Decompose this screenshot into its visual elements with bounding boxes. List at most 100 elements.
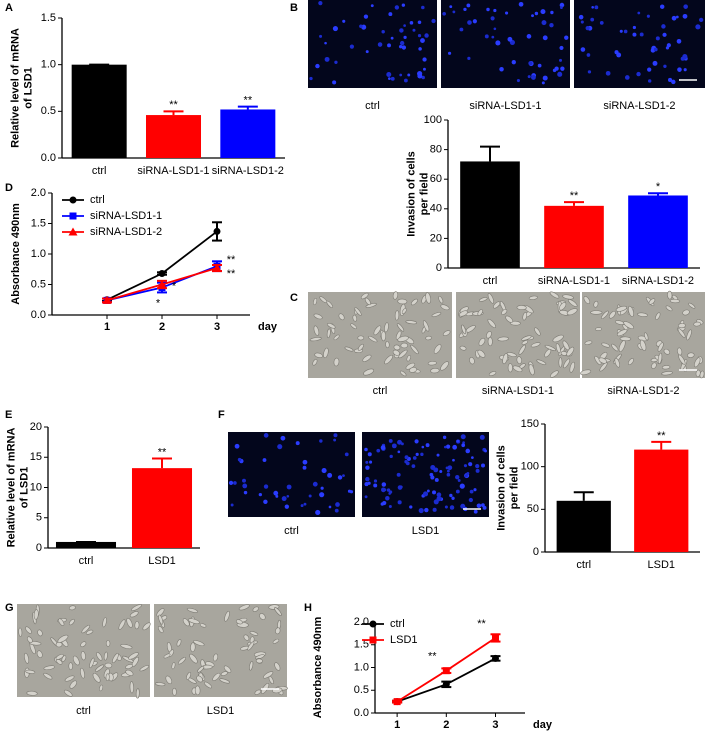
cell — [235, 619, 243, 625]
cell-nucleus — [677, 67, 682, 72]
image-label: siRNA-LSD1-1 — [469, 100, 541, 112]
cell-nucleus — [552, 68, 557, 73]
cell-nucleus — [295, 441, 300, 446]
cell — [158, 614, 164, 625]
cell-nucleus — [476, 503, 482, 508]
cell — [96, 652, 103, 661]
panel-letter: E — [5, 409, 12, 421]
cell-nucleus — [421, 445, 425, 449]
cell-nucleus — [332, 25, 339, 32]
cell-nucleus — [263, 499, 268, 505]
cell-nucleus — [237, 457, 242, 462]
cell-nucleus — [479, 434, 485, 440]
cell-nucleus — [480, 463, 486, 468]
cell — [102, 617, 107, 628]
cell — [558, 357, 563, 368]
cell — [158, 625, 164, 634]
x-tick-label: 1 — [394, 719, 400, 731]
cell-nucleus — [616, 52, 622, 58]
cell-nucleus — [401, 45, 407, 50]
cell-nucleus — [421, 5, 425, 10]
cell-nucleus — [542, 75, 548, 81]
x-tick-label: ctrl — [79, 555, 94, 567]
cell — [682, 309, 690, 316]
cell-nucleus — [667, 77, 673, 82]
cell-nucleus — [303, 502, 307, 506]
cell-nucleus — [549, 22, 554, 28]
micrograph — [441, 0, 570, 88]
cell — [68, 662, 73, 671]
image-label: LSD1 — [412, 525, 440, 537]
cell-nucleus — [344, 452, 349, 457]
cell — [142, 622, 151, 631]
bar — [460, 161, 520, 268]
cell — [255, 658, 263, 664]
cell — [156, 608, 165, 617]
x-tick-label: LSD1 — [647, 559, 675, 571]
cell — [398, 349, 408, 359]
cell — [189, 653, 198, 664]
legend-marker — [369, 620, 377, 628]
cell-nucleus — [409, 21, 414, 25]
cell — [688, 302, 696, 309]
cell-nucleus — [457, 479, 461, 482]
cell — [663, 348, 671, 355]
cell-nucleus — [460, 503, 466, 509]
cell-nucleus — [482, 505, 487, 510]
cell-nucleus — [403, 24, 406, 27]
cell — [26, 636, 33, 643]
cell — [199, 623, 207, 628]
cell-nucleus — [367, 481, 371, 485]
cell-nucleus — [456, 439, 460, 443]
cell-nucleus — [422, 67, 426, 71]
cell — [552, 334, 564, 343]
cell — [410, 298, 418, 306]
cell — [425, 292, 432, 304]
cell — [344, 346, 354, 352]
image-label: ctrl — [284, 525, 299, 537]
cell-nucleus — [390, 76, 395, 81]
cell-nucleus — [302, 465, 307, 470]
cell-nucleus — [559, 2, 565, 8]
cell — [392, 349, 400, 356]
cell — [219, 678, 230, 684]
cell-nucleus — [432, 490, 437, 495]
cell-nucleus — [414, 439, 419, 444]
cell — [661, 371, 673, 376]
cell — [129, 611, 139, 618]
cell-nucleus — [484, 449, 487, 453]
cell-nucleus — [463, 7, 467, 12]
cell — [252, 606, 259, 612]
cell — [599, 362, 608, 372]
cell — [338, 313, 345, 321]
cell — [352, 314, 358, 322]
image-label: siRNA-LSD1-2 — [603, 100, 675, 112]
cell-nucleus — [364, 447, 368, 452]
y-axis-label: Relative level of mRNA — [9, 28, 21, 148]
cell — [58, 618, 65, 626]
y-tick-label: 50 — [527, 503, 539, 515]
cell-nucleus — [319, 34, 323, 38]
cell — [385, 341, 390, 349]
marker — [491, 634, 499, 642]
cell — [373, 325, 382, 336]
cell-nucleus — [399, 40, 405, 46]
y-tick-label: 20 — [430, 232, 442, 244]
y-tick-label: 1.5 — [31, 217, 46, 229]
cell — [536, 359, 547, 365]
cell — [506, 352, 517, 357]
cell-nucleus — [319, 439, 323, 443]
cell-nucleus — [388, 505, 392, 509]
cell — [410, 344, 419, 355]
cell-nucleus — [388, 77, 391, 80]
y-axis-label: of LSD1 — [22, 67, 34, 109]
cell-nucleus — [411, 464, 416, 469]
cell-nucleus — [365, 476, 370, 482]
cell — [665, 305, 673, 312]
cell-nucleus — [655, 36, 660, 41]
y-axis-label: per field — [508, 467, 520, 510]
cell — [401, 308, 407, 315]
cell-nucleus — [662, 32, 667, 37]
cell-nucleus — [623, 29, 628, 34]
cell — [667, 290, 673, 300]
